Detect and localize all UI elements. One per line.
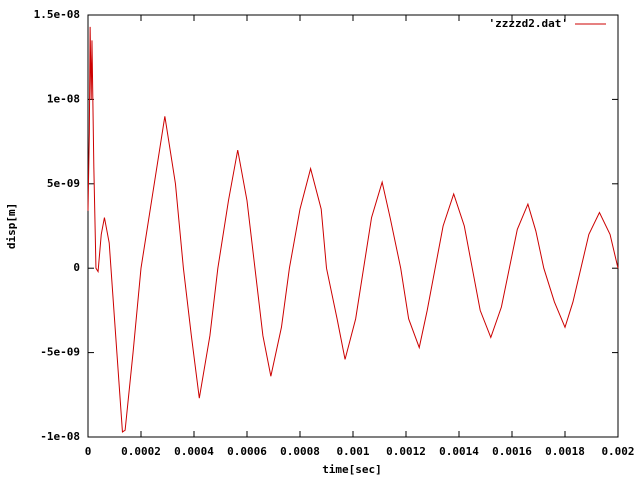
y-tick-label: 5e-09 <box>47 177 80 190</box>
y-tick-label: -5e-09 <box>40 346 80 359</box>
plot-frame <box>87 14 619 438</box>
y-tick-label: 0 <box>73 261 80 274</box>
x-tick-label: 0.0008 <box>280 445 320 458</box>
x-tick-label: 0.0016 <box>492 445 532 458</box>
y-tick-label: 1e-08 <box>47 92 80 105</box>
data-line <box>87 26 619 433</box>
x-tick-label: 0.0004 <box>174 445 214 458</box>
x-tick-label: 0.0012 <box>386 445 426 458</box>
x-tick-label: 0.001 <box>336 445 369 458</box>
x-axis-label: time[sec] <box>322 463 382 476</box>
x-tick-label: 0.0014 <box>439 445 479 458</box>
y-tick-label: 1.5e-08 <box>34 8 80 21</box>
y-axis-label: disp[m] <box>5 203 18 249</box>
x-tick-label: 0.0006 <box>227 445 267 458</box>
x-tick-label: 0.002 <box>601 445 634 458</box>
y-tick-label: -1e-08 <box>40 430 80 443</box>
x-tick-label: 0.0018 <box>545 445 585 458</box>
x-tick-label: 0 <box>85 445 92 458</box>
x-tick-label: 0.0002 <box>121 445 161 458</box>
legend-label: 'zzzzd2.dat' <box>489 17 568 30</box>
